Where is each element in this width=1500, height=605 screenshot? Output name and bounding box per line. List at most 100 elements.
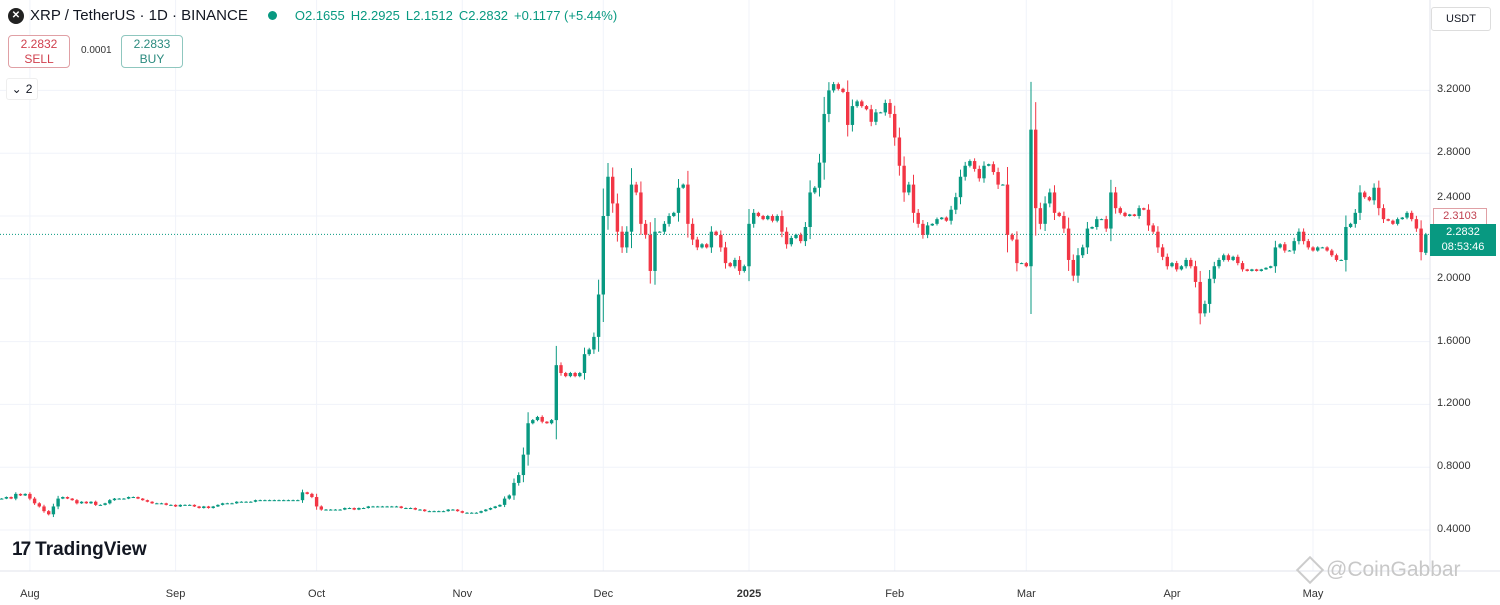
candle-up (178, 504, 182, 507)
candle-down (846, 91, 850, 125)
candle-up (230, 503, 234, 505)
candle-down (888, 102, 892, 114)
candle-up (244, 501, 248, 503)
candle-down (1118, 208, 1122, 213)
candle-up (98, 504, 103, 506)
y-tick-label: 2.8000 (1437, 146, 1471, 159)
candle-down (1005, 184, 1010, 235)
candle-down (784, 231, 789, 245)
candle-up (371, 506, 375, 508)
candle-up (521, 454, 526, 476)
candle-down (1160, 247, 1165, 257)
candle-up (1212, 266, 1216, 279)
candle-down (911, 184, 916, 213)
x-tick-label: Sep (165, 588, 186, 600)
indicators-count: 2 (25, 82, 33, 96)
candle-up (883, 102, 887, 113)
candle-up (817, 162, 822, 188)
candle-down (1386, 219, 1390, 221)
candle-up (1344, 226, 1348, 260)
high-value: H2.2925 (350, 8, 400, 23)
candle-up (700, 244, 704, 248)
candle-down (977, 168, 981, 179)
candle-up (366, 506, 370, 509)
candle-up (1395, 219, 1400, 224)
candle-up (0, 498, 4, 500)
ohlc-values: O2.1655 H2.2925 L2.1512 C2.2832 +0.1177 … (295, 8, 617, 23)
candle-up (1287, 250, 1292, 252)
candle-down (634, 184, 638, 193)
close-value: C2.2832 (458, 8, 509, 23)
candle-up (596, 294, 601, 337)
candle-down (1377, 187, 1381, 209)
candle-up (907, 184, 911, 193)
candle-up (14, 493, 18, 499)
candle-down (1306, 241, 1310, 248)
candle-up (1231, 256, 1235, 260)
candle-up (286, 500, 291, 502)
candle-down (32, 498, 37, 504)
sell-button[interactable]: 2.2832 SELL (8, 35, 70, 68)
candle-up (850, 106, 855, 125)
candle-up (343, 508, 347, 510)
candle-down (399, 506, 403, 509)
candle-down (1165, 256, 1169, 267)
candle-up (446, 509, 450, 512)
buy-price: 2.2833 (133, 37, 171, 51)
candle-up (1128, 214, 1132, 216)
candle-down (761, 216, 765, 220)
candle-up (249, 501, 253, 503)
candle-up (329, 509, 333, 511)
candle-up (1085, 228, 1090, 248)
candle-up (676, 187, 681, 213)
candle-down (70, 498, 74, 501)
candle-up (1339, 259, 1343, 261)
symbol-title[interactable]: XRP / TetherUS · 1D · BINANCE (30, 7, 248, 24)
candle-down (559, 365, 563, 373)
buy-button[interactable]: 2.2833 BUY (121, 35, 183, 68)
candle-down (18, 493, 23, 496)
candle-down (639, 192, 643, 224)
candle-down (893, 113, 897, 138)
candle-down (1254, 269, 1259, 271)
candle-down (902, 165, 906, 193)
candle-down (352, 508, 356, 510)
candle-up (126, 497, 131, 499)
candle-down (1283, 244, 1287, 251)
countdown-timer: 08:53:46 (1441, 241, 1485, 253)
candle-up (253, 500, 258, 502)
tradingview-logo[interactable]: 17 TradingView (12, 539, 147, 561)
symbol-header: ✕ XRP / TetherUS · 1D · BINANCE O2.1655 … (8, 7, 617, 24)
candle-down (1240, 263, 1245, 270)
candle-up (601, 216, 605, 295)
change-value: +0.1177 (+5.44%) (514, 8, 618, 23)
candle-down (756, 212, 761, 216)
candle-up (465, 512, 469, 514)
candle-down (423, 509, 427, 512)
candle-down (1062, 216, 1066, 229)
candle-down (1334, 255, 1339, 260)
candle-up (747, 223, 751, 267)
candle-up (1217, 259, 1221, 267)
candle-down (42, 506, 46, 512)
candle-up (1184, 259, 1188, 267)
candle-up (239, 501, 244, 503)
currency-select[interactable]: USDT (1431, 7, 1491, 31)
candle-down (1419, 228, 1423, 253)
candle-up (1250, 269, 1254, 271)
candle-down (1066, 228, 1071, 260)
x-tick-label: Feb (885, 588, 905, 600)
candle-down (1193, 266, 1198, 282)
indicators-toggle[interactable]: ⌄ 2 (6, 78, 38, 100)
candle-up (169, 504, 173, 506)
candle-up (1137, 208, 1141, 216)
candle-up (1358, 192, 1362, 213)
candle-up (1269, 266, 1273, 268)
candle-up (517, 475, 521, 483)
candle-down (455, 509, 460, 512)
candle-up (282, 500, 286, 502)
x-tick-label: 2025 (736, 588, 762, 600)
candle-down (1363, 192, 1367, 198)
candle-up (531, 420, 535, 424)
